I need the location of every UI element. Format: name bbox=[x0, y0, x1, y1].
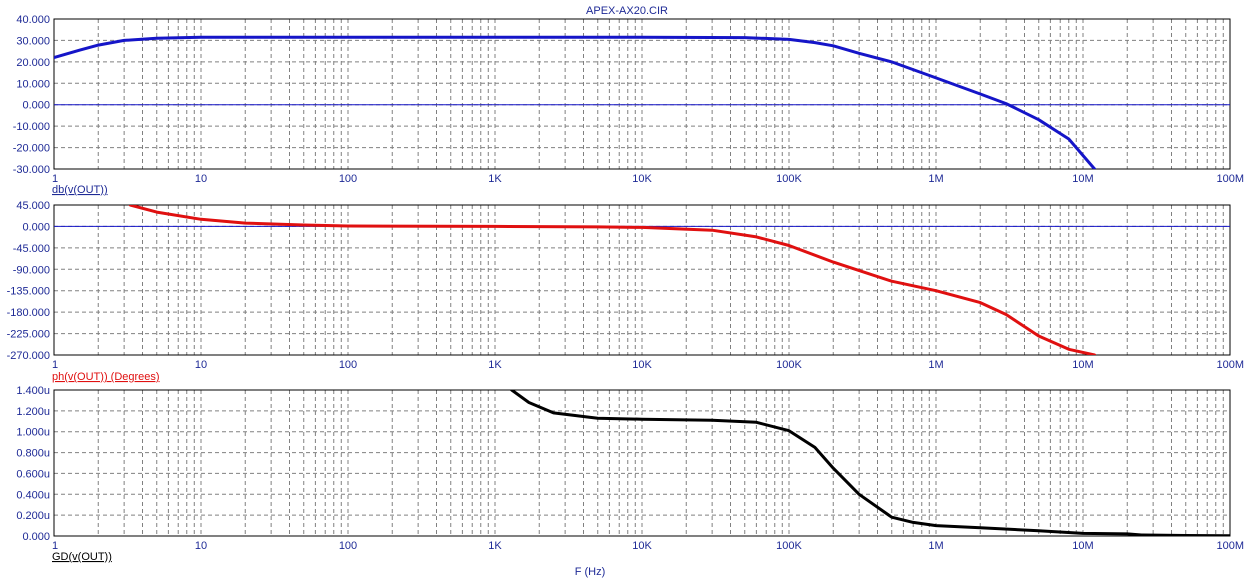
x-tick-label: 10 bbox=[195, 359, 207, 371]
x-tick-label: 1K bbox=[488, 540, 502, 552]
x-tick-label: 1K bbox=[488, 359, 502, 371]
x-tick-label: 100M bbox=[1216, 540, 1244, 552]
x-tick-label: 1 bbox=[52, 359, 58, 371]
plot-panel-magnitude: 40.000 30.000 20.000 10.000 0.000 -10.000 -20.… bbox=[13, 14, 1244, 196]
y-tick-label: 0.800u bbox=[16, 448, 50, 460]
x-tick-label: 10 bbox=[195, 540, 207, 552]
y-tick-label: -270.000 bbox=[7, 350, 50, 362]
x-tick-label: 1M bbox=[928, 173, 943, 185]
x-tick-label: 10M bbox=[1072, 359, 1093, 371]
y-tick-label: 0.000 bbox=[22, 221, 50, 233]
y-tick-label: -90.000 bbox=[13, 264, 50, 276]
y-tick-label: -180.000 bbox=[7, 307, 50, 319]
y-tick-label: -225.000 bbox=[7, 329, 50, 341]
group-delay-series-line bbox=[510, 390, 1230, 536]
y-tick-label: 0.400u bbox=[16, 489, 50, 501]
x-tick-label: 100K bbox=[776, 359, 802, 371]
x-tick-label: 10 bbox=[195, 173, 207, 185]
x-tick-label: 100K bbox=[776, 540, 802, 552]
x-tick-label: 10M bbox=[1072, 173, 1093, 185]
y-tick-label: 0.000 bbox=[22, 100, 50, 112]
plot-panel-group-delay: 1.400u 1.200u 1.000u 0.800u 0.600u 0.400u 0.20… bbox=[16, 385, 1244, 563]
x-tick-label: 1M bbox=[928, 540, 943, 552]
x-tick-label: 100M bbox=[1216, 173, 1244, 185]
y-tick-label: -10.000 bbox=[13, 121, 50, 133]
magnitude-series-line bbox=[54, 35, 1097, 169]
x-tick-label: 100K bbox=[776, 173, 802, 185]
plot-panel-phase: 45.000 0.000 -45.000 -90.000 -135.000 -180.00… bbox=[7, 200, 1244, 383]
x-tick-label: 10K bbox=[632, 173, 652, 185]
y-axis-label: db(v(OUT)) bbox=[52, 184, 108, 196]
y-tick-label: 30.000 bbox=[16, 35, 50, 47]
y-tick-label: 1.200u bbox=[16, 406, 50, 418]
y-tick-label: -135.000 bbox=[7, 286, 50, 298]
y-tick-label: -30.000 bbox=[13, 164, 50, 176]
y-axis-label: ph(v(OUT)) (Degrees) bbox=[52, 371, 160, 383]
y-tick-label: 20.000 bbox=[16, 57, 50, 69]
x-tick-label: 10K bbox=[632, 540, 652, 552]
y-tick-label: -45.000 bbox=[13, 243, 50, 255]
x-tick-label: 1 bbox=[52, 540, 58, 552]
y-tick-label: 45.000 bbox=[16, 200, 50, 212]
y-axis-label: GD(v(OUT)) bbox=[52, 551, 112, 563]
y-tick-label: 0.200u bbox=[16, 510, 50, 522]
x-tick-label: 10K bbox=[632, 359, 652, 371]
x-tick-label: 1M bbox=[928, 359, 943, 371]
x-axis-title: F (Hz) bbox=[574, 566, 606, 578]
x-tick-label: 100 bbox=[339, 173, 357, 185]
plot-title: APEX-AX20.CIR bbox=[586, 5, 668, 17]
y-tick-label: 1.000u bbox=[16, 427, 50, 439]
phase-series-line bbox=[128, 205, 1097, 355]
x-tick-label: 10M bbox=[1072, 540, 1093, 552]
x-tick-label: 1K bbox=[488, 173, 502, 185]
plot-frame bbox=[53, 204, 1231, 356]
y-tick-label: 40.000 bbox=[16, 14, 50, 26]
plot-frame bbox=[53, 389, 1231, 537]
y-tick-label: 0.000 bbox=[22, 531, 50, 543]
x-tick-label: 100 bbox=[339, 359, 357, 371]
plot-frame bbox=[53, 18, 1231, 170]
x-tick-label: 100 bbox=[339, 540, 357, 552]
y-tick-label: 10.000 bbox=[16, 78, 50, 90]
x-tick-label: 1 bbox=[52, 173, 58, 185]
y-tick-label: 0.600u bbox=[16, 468, 50, 480]
y-tick-label: 1.400u bbox=[16, 385, 50, 397]
y-tick-label: -20.000 bbox=[13, 143, 50, 155]
x-tick-label: 100M bbox=[1216, 359, 1244, 371]
